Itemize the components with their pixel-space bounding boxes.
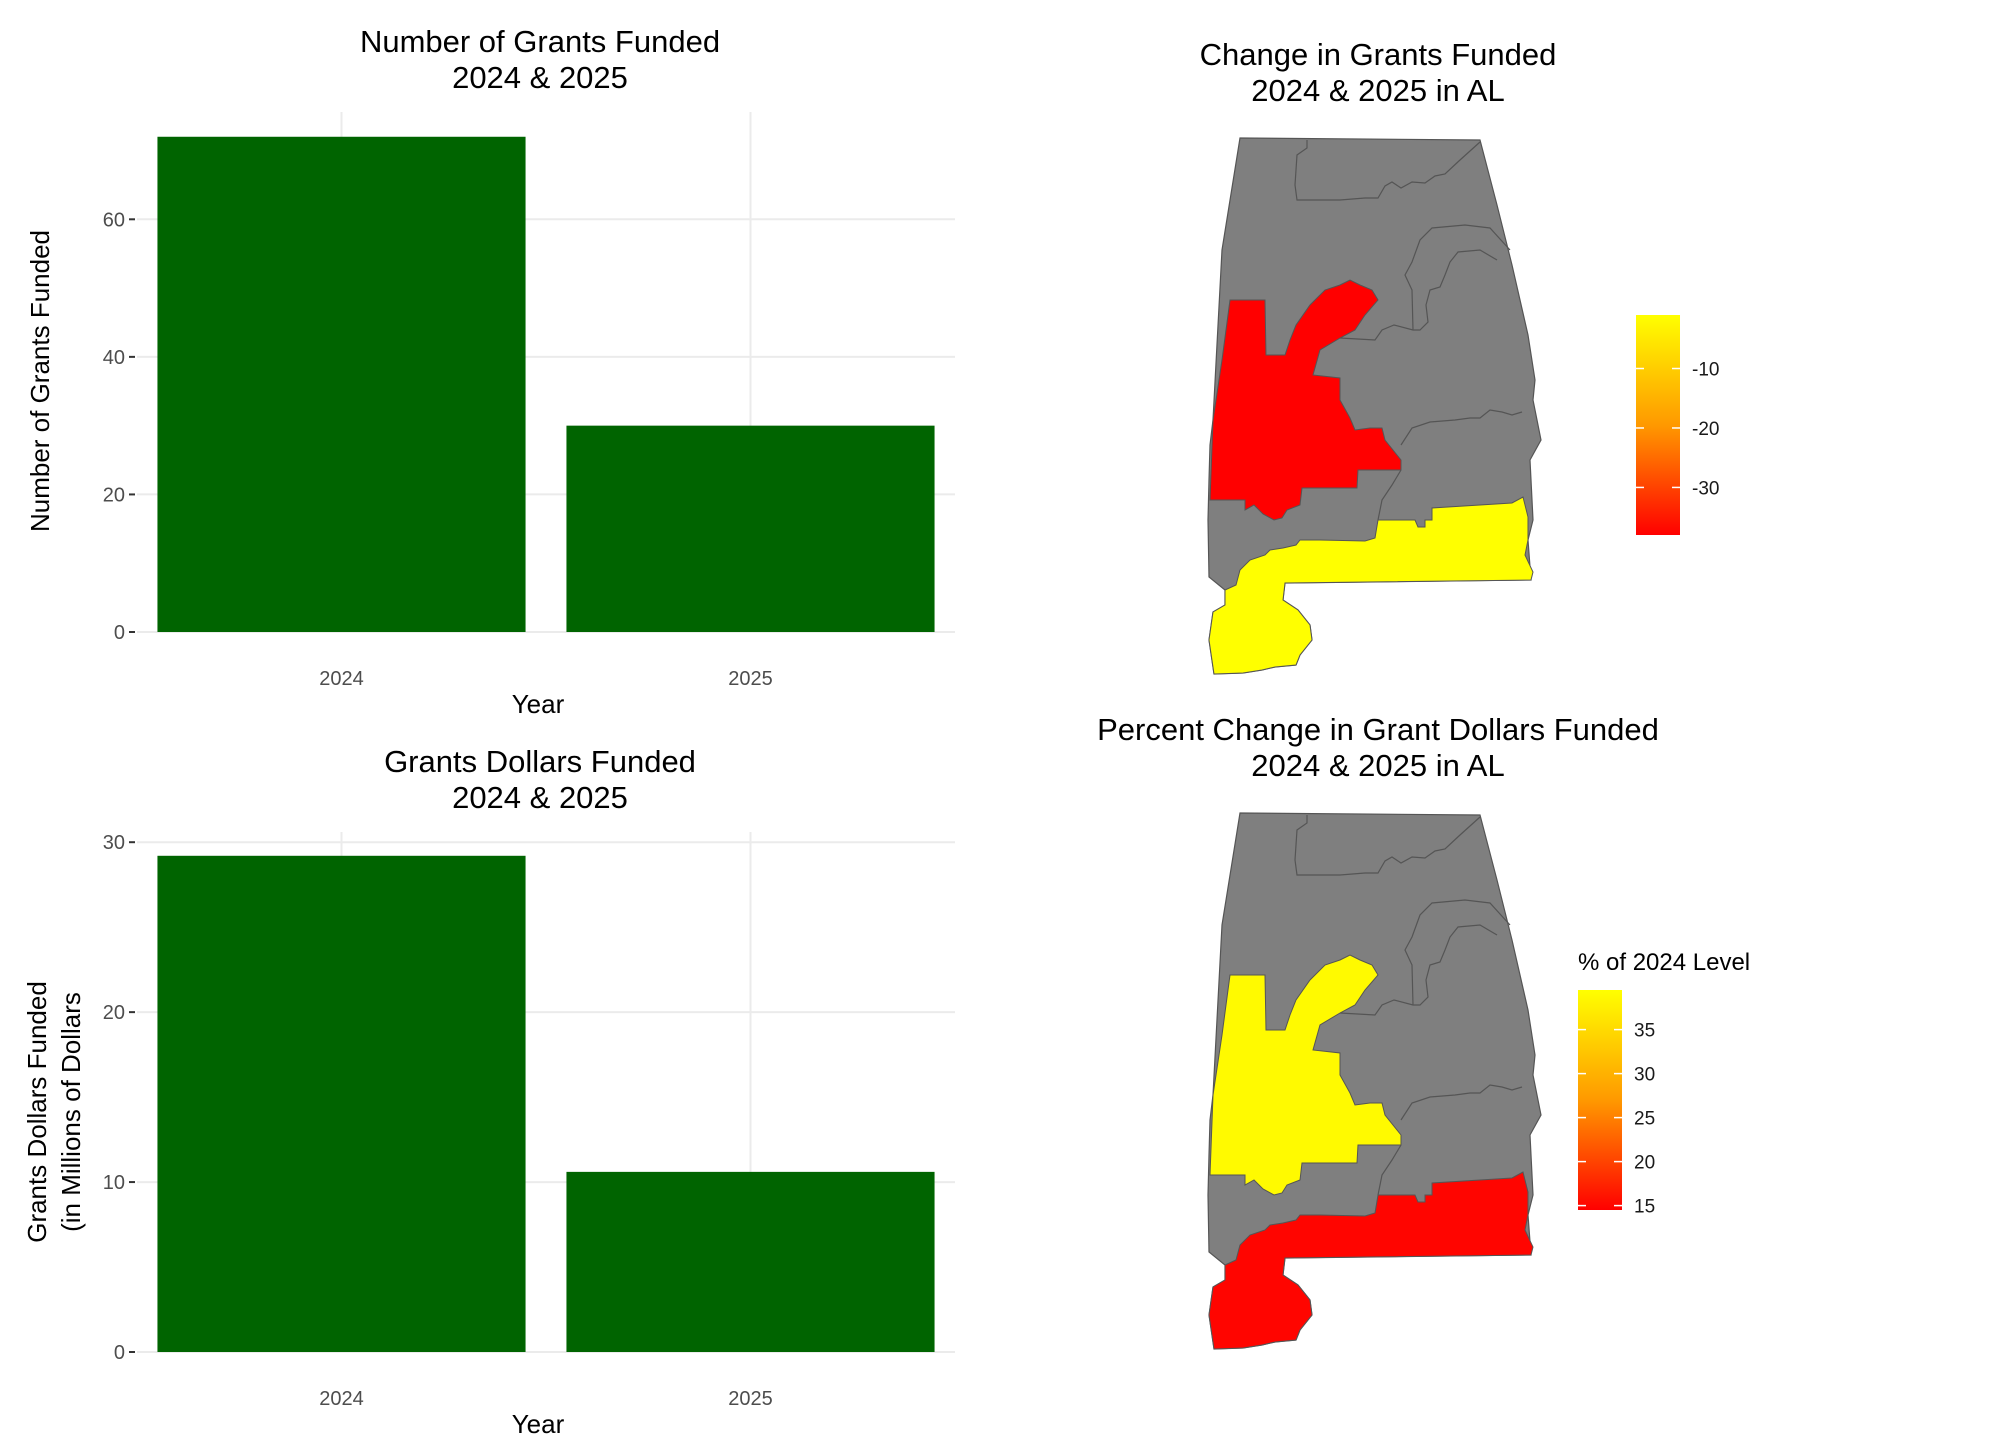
x-tick-label: 2024 — [319, 668, 364, 690]
y-tick-label: 0 — [114, 1342, 125, 1364]
district-border — [1294, 140, 1481, 201]
district-border — [1400, 1084, 1523, 1121]
region-south — [1208, 1171, 1534, 1350]
legend-tick-label: -20 — [1692, 419, 1719, 440]
region-west-central — [1209, 954, 1402, 1196]
x-tick-label: 2025 — [728, 668, 773, 690]
bar-chart-grants-dollars: Grants Dollars Funded 2024 & 2025 0 10 20 3… — [22, 744, 955, 1439]
y-tick-label: 10 — [103, 1172, 125, 1194]
y-axis-ticks: 0 10 20 30 — [103, 832, 135, 1364]
bar — [157, 855, 526, 1352]
y-axis-title: Number of Grants Funded — [25, 230, 55, 532]
chart-title-line1: Change in Grants Funded — [1200, 37, 1557, 72]
y-axis-title-line2: (in Millions of Dollars — [56, 992, 86, 1232]
legend-colorbar — [1578, 990, 1622, 1210]
map-change-grants: Change in Grants Funded 2024 & 2025 in A… — [1200, 37, 1719, 675]
legend-tick-label: 20 — [1634, 1153, 1655, 1174]
legend-tick-label: 25 — [1634, 1109, 1655, 1130]
region-south — [1208, 496, 1534, 675]
alabama-map — [1207, 812, 1542, 1350]
y-tick-label: 40 — [103, 347, 125, 369]
chart-title-line1: Grants Dollars Funded — [384, 744, 696, 779]
chart-title-line2: 2024 & 2025 in AL — [1251, 748, 1504, 783]
legend-tick-label: 35 — [1634, 1021, 1655, 1042]
x-tick-label: 2025 — [728, 1388, 773, 1410]
chart-title-line2: 2024 & 2025 in AL — [1251, 73, 1504, 108]
district-border — [1294, 815, 1481, 876]
bar — [157, 136, 526, 632]
x-tick-label: 2024 — [319, 1388, 364, 1410]
legend-ticks: 35 30 25 20 15 — [1578, 1021, 1655, 1218]
y-axis-title-line1: Grants Dollars Funded — [22, 981, 52, 1243]
district-border — [1404, 224, 1511, 331]
x-axis-title: Year — [512, 1409, 565, 1439]
district-border — [1400, 409, 1523, 446]
bar — [566, 1171, 935, 1352]
chart-title-line2: 2024 & 2025 — [452, 60, 628, 95]
region-west-central — [1209, 279, 1402, 521]
legend-ticks: -10 -20 -30 — [1636, 360, 1719, 499]
bar — [566, 425, 935, 632]
legend-tick-label: -10 — [1692, 360, 1719, 381]
y-axis-ticks: 0 20 40 60 — [103, 209, 135, 644]
bars — [157, 855, 935, 1352]
y-tick-label: 20 — [103, 484, 125, 506]
legend-tick-label: 30 — [1634, 1065, 1655, 1086]
district-border — [1404, 899, 1511, 1006]
legend-tick-label: -30 — [1692, 478, 1719, 499]
x-axis-ticks: 2024 2025 — [319, 1388, 773, 1410]
district-border — [1339, 924, 1498, 1016]
y-tick-label: 20 — [103, 1002, 125, 1024]
y-tick-label: 60 — [103, 209, 125, 231]
legend-colorbar — [1636, 315, 1680, 535]
map-percent-change-dollars: Percent Change in Grant Dollars Funded 2… — [1097, 712, 1750, 1350]
legend-title: % of 2024 Level — [1578, 949, 1750, 976]
chart-title-line1: Percent Change in Grant Dollars Funded — [1097, 712, 1659, 747]
district-border — [1377, 1144, 1402, 1196]
legend-tick-label: 15 — [1634, 1197, 1655, 1218]
district-border — [1377, 469, 1402, 521]
district-border — [1339, 249, 1498, 341]
x-axis-title: Year — [512, 689, 565, 719]
y-tick-label: 30 — [103, 832, 125, 854]
bars — [157, 136, 935, 632]
x-axis-ticks: 2024 2025 — [319, 668, 773, 690]
chart-title-line2: 2024 & 2025 — [452, 780, 628, 815]
y-tick-label: 0 — [114, 622, 125, 644]
bar-chart-grants-count: Number of Grants Funded 2024 & 2025 0 20 4… — [25, 24, 955, 719]
chart-title-line1: Number of Grants Funded — [360, 24, 720, 59]
alabama-map — [1207, 137, 1542, 675]
